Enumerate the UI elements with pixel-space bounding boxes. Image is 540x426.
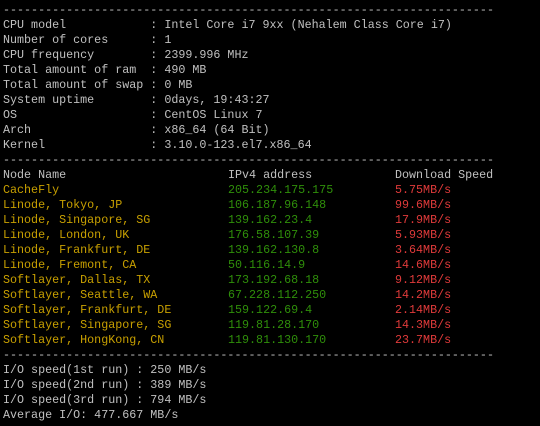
download-speed: 5.75MB/s: [395, 183, 452, 197]
ip-address: 119.81.28.170: [228, 318, 320, 332]
system-info-line: CPU model : Intel Core i7 9xx (Nehalem C…: [3, 18, 452, 32]
system-info-line: Total amount of swap : 0 MB: [3, 78, 193, 92]
io-line: I/O speed(1st run) : 250 MB/s: [3, 363, 207, 377]
download-speed: 9.12MB/s: [395, 273, 452, 287]
header-cell: IPv4 address: [228, 168, 313, 182]
download-speed: 17.9MB/s: [395, 213, 452, 227]
system-info-line: Number of cores : 1: [3, 33, 172, 47]
download-speed: 14.2MB/s: [395, 288, 452, 302]
ip-address: 119.81.130.170: [228, 333, 327, 347]
system-info-line: OS : CentOS Linux 7: [3, 108, 263, 122]
separator: ----------------------------------------…: [3, 3, 494, 17]
speed-row: Softlayer, Singapore, SG 119.81.28.170 14.…: [3, 318, 540, 333]
ip-address: 139.162.23.4: [228, 213, 313, 227]
node-name: Linode, Fremont, CA: [3, 258, 137, 272]
node-name: Softlayer, Singapore, SG: [3, 318, 172, 332]
ip-address: 139.162.130.8: [228, 243, 320, 257]
node-name: Softlayer, Dallas, TX: [3, 273, 151, 287]
download-speed: 5.93MB/s: [395, 228, 452, 242]
speed-row: Linode, Fremont, CA 50.116.14.9 14.6MB/s: [3, 258, 540, 273]
system-info-line: Kernel : 3.10.0-123.el7.x86_64: [3, 138, 312, 152]
download-speed: 23.7MB/s: [395, 333, 452, 347]
header-cell: Node Name: [3, 168, 67, 182]
header-cell: Download Speed: [395, 168, 494, 182]
download-speed: 14.6MB/s: [395, 258, 452, 272]
ip-address: 106.187.96.148: [228, 198, 327, 212]
speed-row: Linode, London, UK 176.58.107.39 5.93MB/s: [3, 228, 540, 243]
speed-row: Linode, Frankfurt, DE 139.162.130.8 3.64MB…: [3, 243, 540, 258]
ip-address: 173.192.68.18: [228, 273, 320, 287]
system-info-line: Total amount of ram : 490 MB: [3, 63, 207, 77]
node-name: Softlayer, Frankfurt, DE: [3, 303, 172, 317]
separator: ----------------------------------------…: [3, 153, 494, 167]
ip-address: 67.228.112.250: [228, 288, 327, 302]
node-name: Softlayer, Seattle, WA: [3, 288, 158, 302]
node-name: Linode, London, UK: [3, 228, 130, 242]
ip-address: 159.122.69.4: [228, 303, 313, 317]
ip-address: 176.58.107.39: [228, 228, 320, 242]
node-name: Linode, Singapore, SG: [3, 213, 151, 227]
system-info-line: CPU frequency : 2399.996 MHz: [3, 48, 249, 62]
table-header: Node Name IPv4 address Download Speed: [3, 168, 540, 183]
speed-row: Softlayer, HongKong, CN 119.81.130.170 23.…: [3, 333, 540, 348]
speed-row: Linode, Singapore, SG 139.162.23.4 17.9MB/…: [3, 213, 540, 228]
separator: ----------------------------------------…: [3, 348, 494, 362]
ip-address: 205.234.175.175: [228, 183, 334, 197]
speed-row: Softlayer, Frankfurt, DE 159.122.69.4 2.14…: [3, 303, 540, 318]
download-speed: 3.64MB/s: [395, 243, 452, 257]
speed-row: Softlayer, Seattle, WA 67.228.112.250 14.2…: [3, 288, 540, 303]
download-speed: 14.3MB/s: [395, 318, 452, 332]
system-info-line: System uptime : 0days, 19:43:27: [3, 93, 270, 107]
node-name: Linode, Tokyo, JP: [3, 198, 123, 212]
io-line: I/O speed(3rd run) : 794 MB/s: [3, 393, 207, 407]
node-name: CacheFly: [3, 183, 60, 197]
io-line: I/O speed(2nd run) : 389 MB/s: [3, 378, 207, 392]
ip-address: 50.116.14.9: [228, 258, 306, 272]
node-name: Softlayer, HongKong, CN: [3, 333, 165, 347]
download-speed: 2.14MB/s: [395, 303, 452, 317]
speed-row: CacheFly 205.234.175.175 5.75MB/s: [3, 183, 540, 198]
terminal-output: ----------------------------------------…: [3, 3, 540, 423]
download-speed: 99.6MB/s: [395, 198, 452, 212]
io-line: Average I/O: 477.667 MB/s: [3, 408, 179, 422]
node-name: Linode, Frankfurt, DE: [3, 243, 151, 257]
system-info-line: Arch : x86_64 (64 Bit): [3, 123, 270, 137]
speed-row: Softlayer, Dallas, TX 173.192.68.18 9.12MB…: [3, 273, 540, 288]
speed-row: Linode, Tokyo, JP 106.187.96.148 99.6MB/s: [3, 198, 540, 213]
